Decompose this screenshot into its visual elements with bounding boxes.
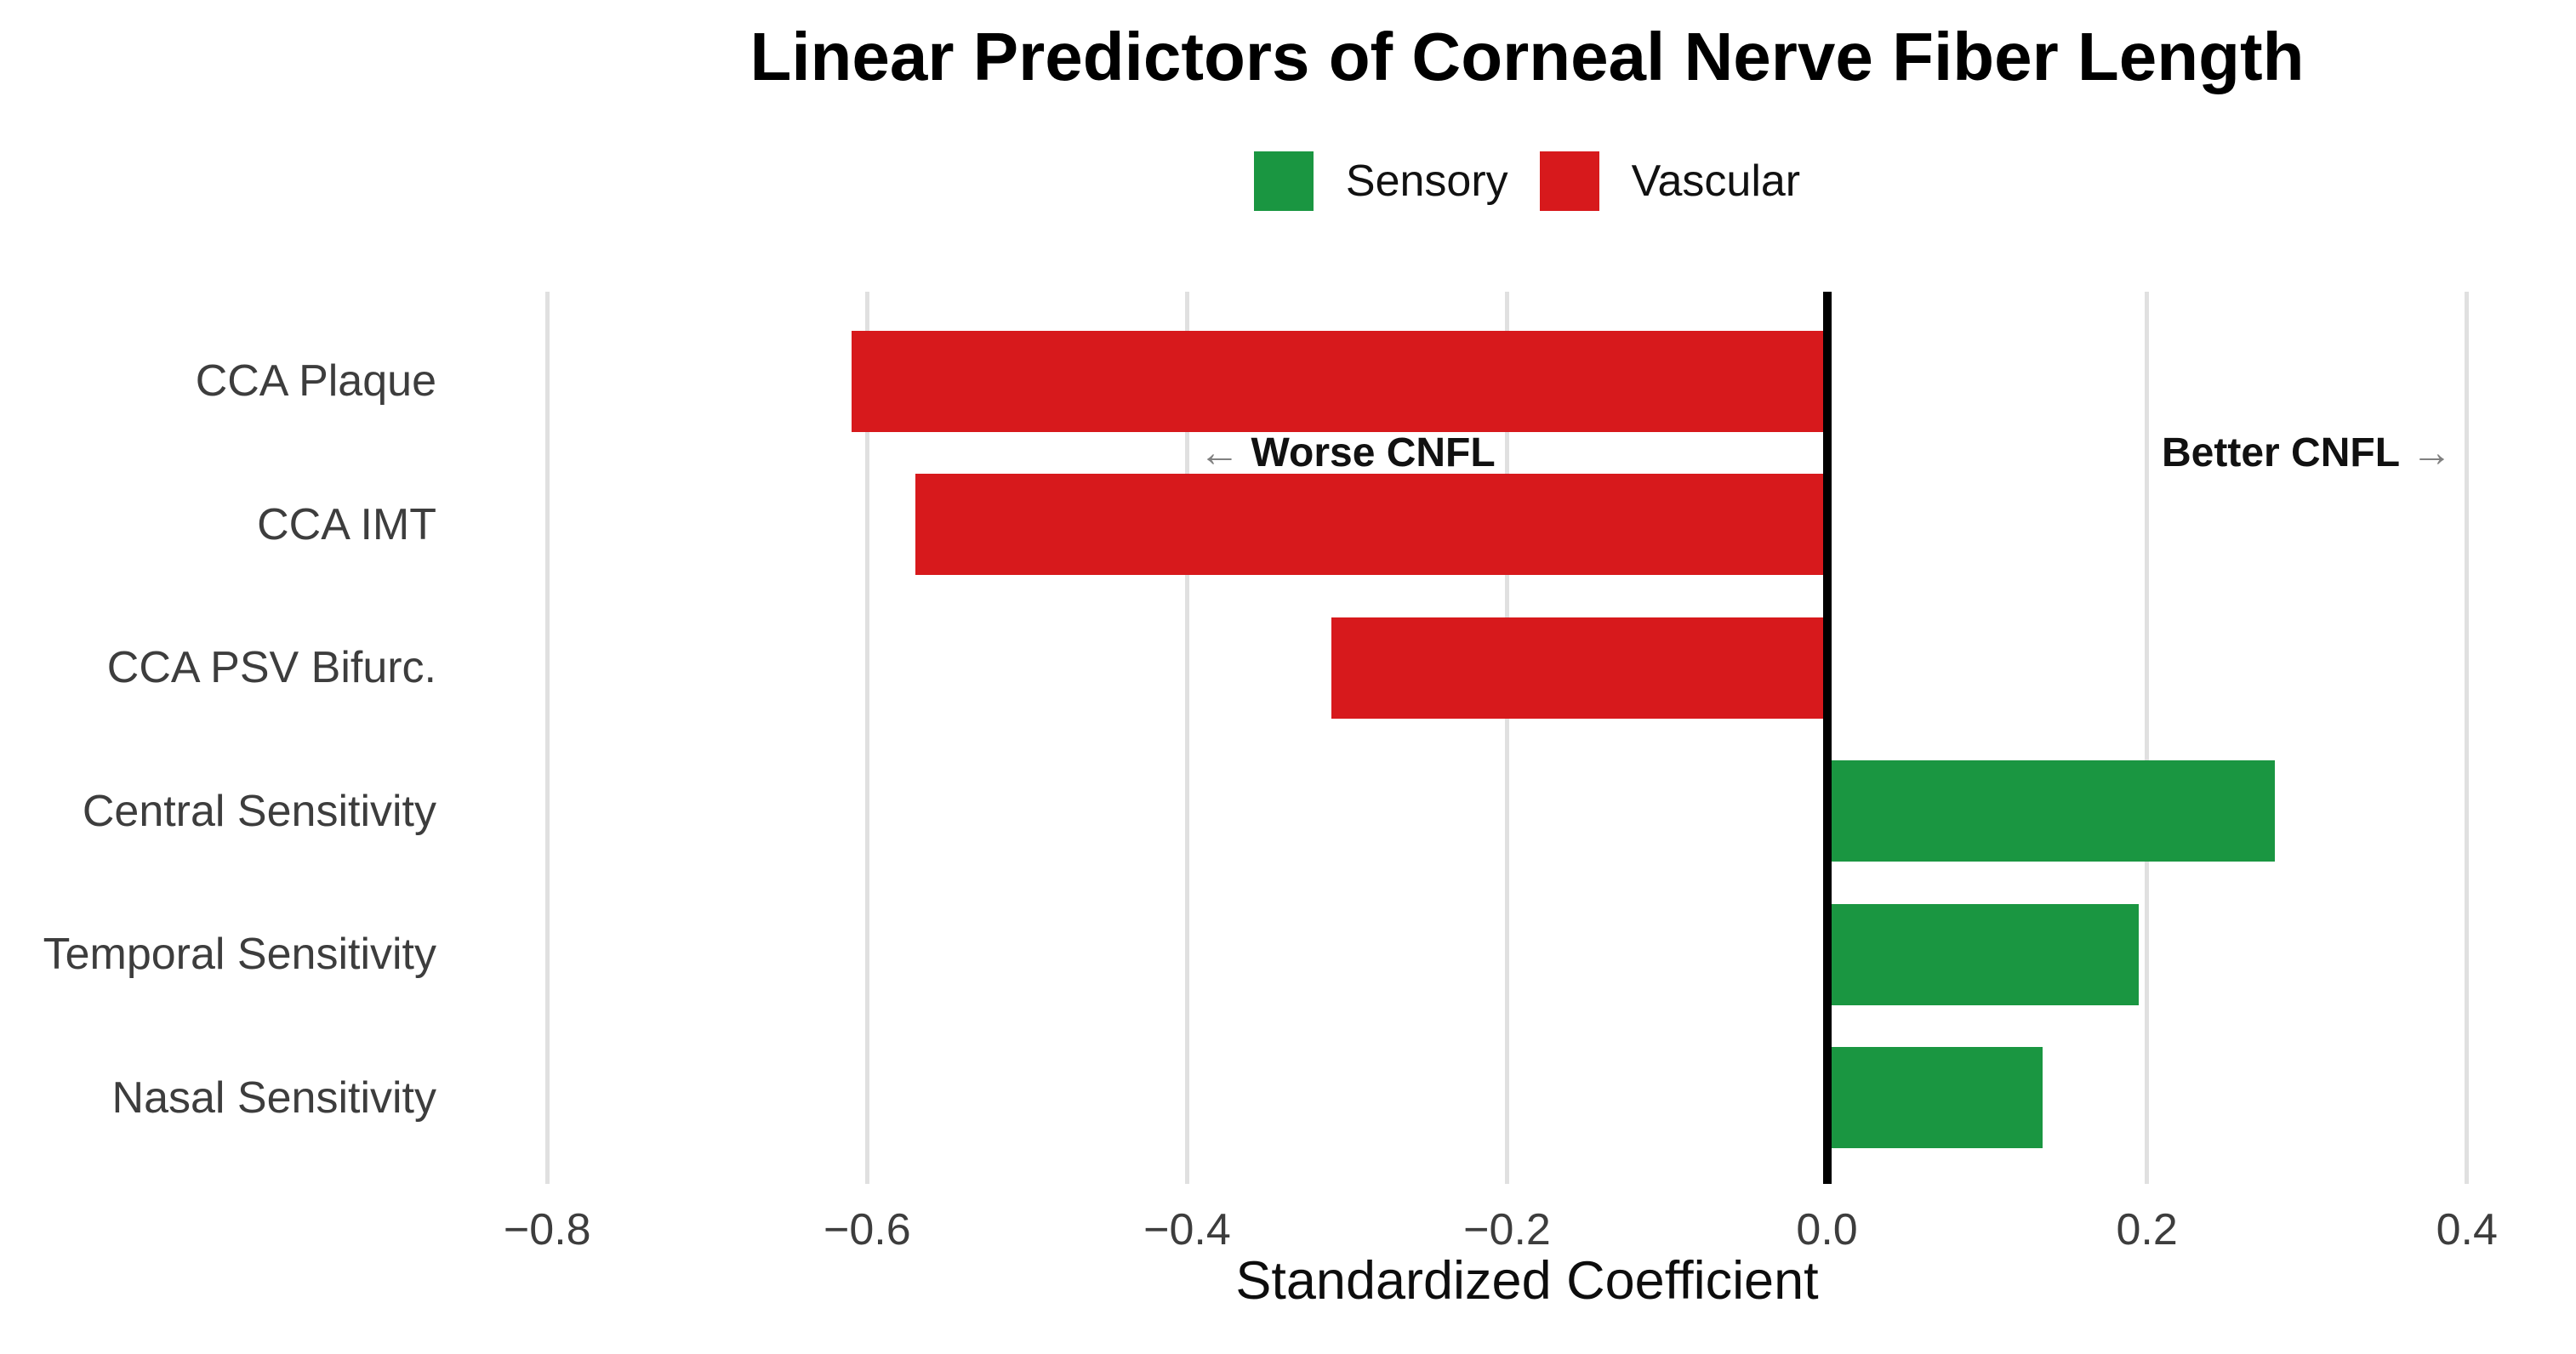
- legend-label-sensory: Sensory: [1345, 156, 1508, 206]
- category-label-cca-plaque: CCA Plaque: [195, 356, 436, 407]
- category-label-nasal-sensitivity: Nasal Sensitivity: [111, 1072, 436, 1123]
- gridline-0-4: [2465, 292, 2470, 1184]
- bar-cca-plaque: [851, 330, 1827, 432]
- gridline-0-6: [864, 292, 869, 1184]
- x-tick-label-0-4: 0.4: [2436, 1205, 2498, 1254]
- annotation-label: Worse CNFL: [1251, 430, 1496, 475]
- x-tick-label-0-8: −0.8: [503, 1205, 591, 1254]
- x-tick-label-0-0: 0.0: [1796, 1205, 1858, 1254]
- category-label-cca-imt: CCA IMT: [257, 499, 436, 549]
- x-tick-label-0-6: −0.6: [824, 1205, 911, 1254]
- annotation-arrow-left: ←: [1199, 430, 1240, 475]
- bar-cca-psv-bifurc: [1331, 617, 1827, 719]
- x-tick-label-0-2: 0.2: [2116, 1205, 2178, 1254]
- gridline-0-8: [544, 292, 550, 1184]
- category-label-cca-psv-bifurc: CCA PSV Bifurc.: [106, 643, 436, 693]
- gridline-0-2: [2145, 292, 2150, 1184]
- x-tick-label-0-4: −0.4: [1143, 1205, 1231, 1254]
- bar-central-sensitivity: [1827, 760, 2276, 862]
- gridline-0-2: [1504, 292, 1509, 1184]
- legend-item-sensory: Sensory: [1253, 151, 1508, 211]
- category-label-central-sensitivity: Central Sensitivity: [82, 786, 436, 836]
- gridline-0-4: [1184, 292, 1189, 1184]
- x-axis-title: Standardized Coefficient: [1235, 1251, 1819, 1311]
- chart-title: Linear Predictors of Corneal Nerve Fiber…: [749, 19, 2305, 94]
- annotation-better-cnfl: Better CNFL →: [2162, 430, 2453, 475]
- annotation-label: Better CNFL: [2162, 430, 2401, 475]
- x-tick-label-0-2: −0.2: [1463, 1205, 1551, 1254]
- legend: Sensory Vascular: [510, 151, 2544, 211]
- annotation-arrow-right: →: [2411, 430, 2453, 475]
- legend-swatch-vascular: [1539, 151, 1599, 211]
- bar-nasal-sensitivity: [1827, 1047, 2043, 1149]
- legend-label-vascular: Vascular: [1631, 156, 1801, 206]
- bar-cca-imt: [915, 474, 1827, 576]
- plot-panel: [510, 292, 2544, 1184]
- zero-line: [1822, 292, 1832, 1184]
- legend-item-vascular: Vascular: [1539, 151, 1801, 211]
- category-label-temporal-sensitivity: Temporal Sensitivity: [43, 930, 436, 980]
- bar-temporal-sensitivity: [1827, 903, 2140, 1005]
- legend-swatch-sensory: [1253, 151, 1314, 211]
- annotation-worse-cnfl: ← Worse CNFL: [1199, 430, 1496, 475]
